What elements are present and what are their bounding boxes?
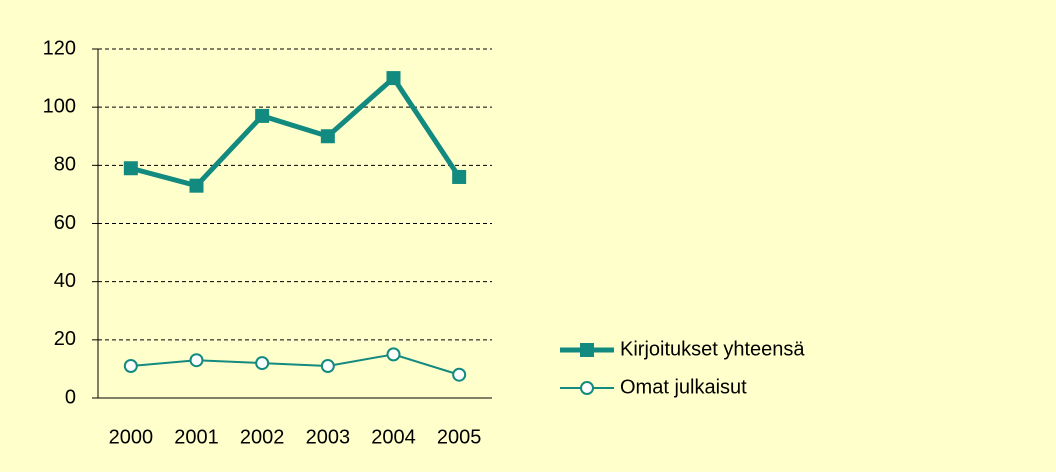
y-tick-label: 80 <box>54 154 76 176</box>
y-tick-label: 60 <box>54 212 76 234</box>
marker <box>320 129 335 144</box>
marker <box>452 367 467 382</box>
y-tick-label: 100 <box>43 95 76 117</box>
marker <box>255 356 270 371</box>
legend-label: Kirjoitukset yhteensä <box>620 338 805 360</box>
x-tick-label: 2001 <box>174 426 219 448</box>
x-tick-label: 2004 <box>371 426 416 448</box>
legend-label: Omat julkaisut <box>620 376 747 398</box>
x-tick-label: 2005 <box>437 426 482 448</box>
legend-marker <box>580 381 594 395</box>
x-tick-label: 2002 <box>240 426 285 448</box>
y-tick-label: 120 <box>43 37 76 59</box>
x-tick-label: 2000 <box>109 426 154 448</box>
series-line <box>130 353 460 376</box>
marker <box>320 359 335 374</box>
marker <box>123 161 138 176</box>
marker <box>386 71 401 86</box>
marker <box>123 359 138 374</box>
y-tick-label: 40 <box>54 270 76 292</box>
series-line <box>130 74 462 189</box>
marker <box>386 347 401 362</box>
marker <box>189 178 204 193</box>
marker <box>452 169 467 184</box>
x-tick-label: 2003 <box>306 426 351 448</box>
legend-marker <box>580 343 594 357</box>
y-tick-label: 0 <box>65 386 76 408</box>
marker <box>189 353 204 368</box>
marker <box>255 108 270 123</box>
y-tick-label: 20 <box>54 328 76 350</box>
